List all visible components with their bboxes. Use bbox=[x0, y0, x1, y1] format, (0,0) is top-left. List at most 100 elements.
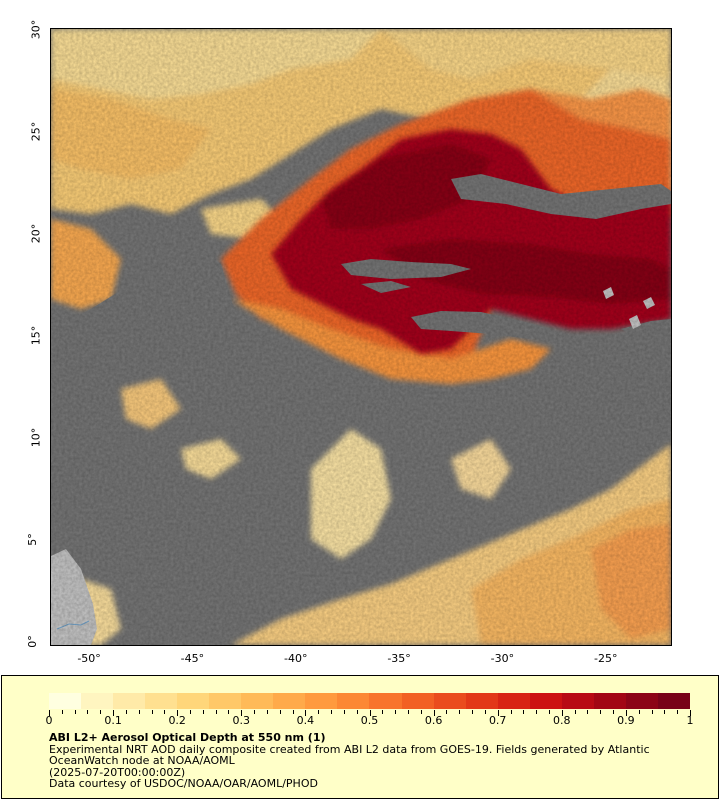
colorbar-minor-tick bbox=[600, 710, 602, 714]
colorbar-segment bbox=[625, 693, 658, 709]
colorbar-minor-tick bbox=[266, 710, 268, 714]
colorbar-minor-tick bbox=[113, 710, 115, 716]
colorbar-segment bbox=[337, 693, 370, 709]
colorbar-minor-tick bbox=[279, 710, 281, 714]
legend-line-3: (2025-07-20T00:00:00Z) bbox=[49, 765, 186, 779]
lon-label: -35° bbox=[387, 652, 411, 665]
lon-label: -25° bbox=[594, 652, 618, 665]
colorbar-minor-tick bbox=[497, 710, 499, 716]
legend-line-4: Data courtesy of USDOC/NOAA/OAR/AOML/PHO… bbox=[49, 777, 318, 790]
colorbar-minor-tick bbox=[407, 710, 409, 714]
colorbar-tick-label: 0.4 bbox=[296, 714, 315, 727]
colorbar-segment bbox=[433, 693, 466, 709]
colorbar-tick-label: 0.8 bbox=[553, 714, 571, 727]
colorbar-minor-tick bbox=[510, 710, 512, 714]
lat-label: 0° bbox=[25, 635, 39, 648]
aod-field bbox=[51, 29, 671, 645]
colorbar-segment bbox=[273, 693, 306, 709]
colorbar-minor-tick bbox=[625, 710, 627, 716]
colorbar-minor-tick bbox=[561, 710, 563, 716]
colorbar-minor-tick bbox=[215, 710, 217, 714]
colorbar-segment bbox=[401, 693, 434, 709]
colorbar-segment bbox=[241, 693, 274, 709]
colorbar-segment bbox=[177, 693, 210, 709]
colorbar-tick-label: 0.6 bbox=[424, 714, 443, 727]
lat-label: 20° bbox=[29, 223, 43, 244]
lat-label: 5° bbox=[25, 533, 39, 546]
legend-panel: ABI L2+ Aerosol Optical Depth at 550 nm … bbox=[1, 675, 719, 799]
colorbar-tick-label: 0.9 bbox=[617, 714, 635, 727]
lat-label: 10° bbox=[29, 427, 43, 448]
colorbar-minor-tick bbox=[664, 710, 666, 714]
colorbar-minor-tick bbox=[587, 710, 589, 714]
lon-label: -40° bbox=[284, 652, 308, 665]
colorbar-minor-tick bbox=[446, 710, 448, 714]
colorbar-minor-tick bbox=[292, 710, 294, 714]
colorbar-minor-tick bbox=[395, 710, 397, 714]
colorbar-tick-label: 0 bbox=[45, 714, 53, 727]
legend-description: ABI L2+ Aerosol Optical Depth at 550 nm … bbox=[49, 732, 650, 790]
colorbar-tick-label: 0.5 bbox=[360, 714, 379, 727]
colorbar-segment bbox=[465, 693, 498, 709]
colorbar-minor-tick bbox=[87, 710, 89, 714]
colorbar-minor-tick bbox=[651, 710, 653, 714]
lon-label: -30° bbox=[490, 652, 515, 665]
colorbar-minor-tick bbox=[331, 710, 333, 714]
colorbar-minor-tick bbox=[241, 710, 243, 716]
colorbar-minor-tick bbox=[472, 710, 474, 714]
colorbar-minor-tick bbox=[574, 710, 576, 714]
colorbar-minor-tick bbox=[638, 710, 640, 714]
colorbar-minor-tick bbox=[369, 710, 371, 716]
colorbar-minor-tick bbox=[125, 710, 127, 714]
colorbar-minor-tick bbox=[459, 710, 461, 714]
colorbar-minor-tick bbox=[177, 710, 179, 716]
colorbar-tick-label: 1 bbox=[686, 714, 694, 727]
colorbar-segment bbox=[529, 693, 562, 709]
lon-label: -45° bbox=[180, 652, 205, 665]
colorbar-minor-tick bbox=[151, 710, 153, 714]
colorbar-minor-tick bbox=[677, 710, 679, 714]
colorbar-minor-tick bbox=[690, 710, 691, 716]
colorbar-tick-label: 0.2 bbox=[168, 714, 186, 727]
colorbar-minor-tick bbox=[548, 710, 550, 714]
colorbar-minor-tick bbox=[382, 710, 384, 714]
colorbar-minor-tick bbox=[190, 710, 192, 714]
legend-title: ABI L2+ Aerosol Optical Depth at 550 nm … bbox=[49, 731, 326, 744]
colorbar-minor-tick bbox=[164, 710, 166, 714]
colorbar-minor-tick bbox=[254, 710, 256, 714]
colorbar-minor-tick bbox=[305, 710, 307, 716]
legend-line-1: Experimental NRT AOD daily composite cre… bbox=[49, 742, 650, 756]
colorbar-minor-tick bbox=[228, 710, 230, 714]
colorbar-segment bbox=[209, 693, 242, 709]
legend-line-2: OceanWatch node at NOAA/AOML bbox=[49, 754, 235, 767]
colorbar-segment bbox=[81, 693, 114, 709]
colorbar-minor-tick bbox=[613, 710, 615, 714]
lat-label: 15° bbox=[29, 325, 43, 346]
colorbar-segment bbox=[497, 693, 530, 709]
colorbar-minor-tick bbox=[356, 710, 358, 714]
colorbar-tick-label: 0.7 bbox=[488, 714, 507, 727]
colorbar-minor-tick bbox=[61, 710, 63, 714]
colorbar-minor-tick bbox=[433, 710, 435, 716]
colorbar-minor-tick bbox=[318, 710, 320, 714]
colorbar-minor-tick bbox=[484, 710, 486, 714]
lat-label: 30° bbox=[29, 19, 43, 40]
colorbar-minor-tick bbox=[49, 710, 50, 716]
colorbar-segment bbox=[305, 693, 338, 709]
colorbar-minor-tick bbox=[74, 710, 76, 714]
lat-label: 25° bbox=[29, 121, 43, 142]
colorbar-segment bbox=[369, 693, 402, 709]
colorbar-minor-tick bbox=[138, 710, 140, 714]
colorbar-segment bbox=[593, 693, 626, 709]
colorbar-minor-tick bbox=[202, 710, 204, 714]
colorbar-segment bbox=[145, 693, 178, 709]
colorbar-segment bbox=[49, 693, 82, 709]
lon-label: -50° bbox=[77, 652, 101, 665]
colorbar-minor-tick bbox=[100, 710, 102, 714]
colorbar-minor-tick bbox=[343, 710, 345, 714]
colorbar-minor-tick bbox=[536, 710, 538, 714]
colorbar-segment bbox=[657, 693, 690, 709]
colorbar-tick-label: 0.1 bbox=[104, 714, 122, 727]
colorbar-minor-tick bbox=[420, 710, 422, 714]
aod-map bbox=[50, 28, 672, 646]
